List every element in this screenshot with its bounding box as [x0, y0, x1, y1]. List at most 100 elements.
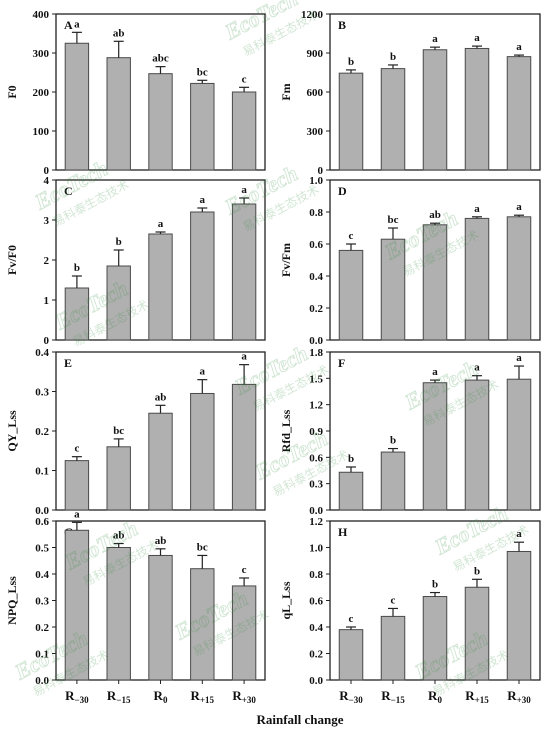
panel-letter: D: [338, 184, 347, 198]
y-tick-label: 0.4: [35, 347, 49, 359]
significance-letter: c: [391, 594, 396, 606]
bar: [64, 460, 90, 511]
x-axis-label: Rainfall change: [256, 712, 343, 727]
x-tick-label: R0: [428, 688, 442, 705]
y-tick-label: 300: [307, 126, 324, 138]
significance-letter: a: [74, 18, 80, 30]
bar: [338, 629, 364, 681]
y-tick-label: 0.3: [35, 387, 49, 399]
y-tick-label: 0.3: [309, 479, 323, 491]
y-tick-label: 400: [33, 9, 50, 21]
bar: [190, 392, 215, 511]
bar: [338, 471, 364, 511]
significance-letter: c: [74, 443, 79, 455]
significance-letter: a: [474, 203, 480, 215]
y-tick-label: 600: [307, 87, 324, 99]
x-tick-label: R+15: [191, 688, 215, 705]
y-tick-label: 0.4: [309, 622, 323, 634]
y-axis-label: Rfd_Lss: [279, 409, 293, 452]
significance-letter: a: [474, 32, 480, 44]
significance-letter: a: [516, 528, 522, 540]
y-tick-label: 0.3: [35, 596, 49, 608]
x-tick-label: R−15: [107, 688, 131, 705]
significance-letter: bc: [113, 425, 124, 437]
bar: [106, 57, 131, 171]
bar: [338, 249, 364, 341]
significance-letter: a: [516, 201, 522, 213]
bar: [148, 233, 173, 341]
bar: [506, 56, 532, 171]
bar: [380, 68, 406, 171]
y-tick-label: 0.5: [35, 543, 49, 555]
y-tick-label: 0.8: [309, 569, 323, 581]
significance-letter: a: [432, 33, 438, 45]
y-tick-label: 0.8: [309, 207, 323, 219]
panel-letter: E: [64, 356, 72, 370]
y-axis-label: qL_Lss: [279, 581, 293, 619]
significance-letter: a: [200, 194, 206, 206]
y-tick-label: 0.0: [309, 335, 323, 347]
significance-letter: c: [242, 73, 247, 85]
x-tick-label: R0: [154, 688, 168, 705]
panel-letter: F: [338, 356, 345, 370]
panel-c: C 0 1 2 3 4 Fv/F0 b b a a a: [5, 175, 266, 347]
y-axis-label: Fm: [279, 83, 293, 100]
significance-letter: a: [474, 362, 480, 374]
y-tick-label: 0: [44, 165, 50, 177]
y-tick-label: 0.2: [35, 622, 49, 634]
panel-d: D 0.0 0.2 0.4 0.6 0.8 1.0 Fv/Fm c bc ab a a: [279, 175, 541, 347]
y-tick-label: 900: [307, 48, 324, 60]
panel-b: B 0 300 600 900 1200 Fm b b a a a: [279, 9, 541, 177]
bar: [148, 73, 173, 171]
y-tick-label: 100: [33, 126, 50, 138]
y-axis-label: Fv/F0: [5, 245, 19, 275]
significance-letter: b: [432, 579, 438, 591]
bar: [148, 554, 173, 681]
y-tick-label: 1.5: [309, 373, 323, 385]
significance-letter: a: [432, 366, 438, 378]
y-tick-label: 0.6: [309, 452, 323, 464]
significance-letter: ab: [429, 209, 441, 221]
y-tick-label: 0.0: [309, 505, 323, 517]
y-tick-label: 300: [33, 48, 50, 60]
significance-letter: a: [241, 351, 247, 363]
bar: [380, 451, 406, 511]
panels: A0100200300400F0aababcbccB03006009001200…: [5, 9, 541, 687]
significance-letter: b: [348, 453, 354, 465]
y-tick-label: 0: [318, 165, 324, 177]
bar: [106, 446, 131, 511]
y-tick-label: 0.2: [309, 649, 323, 661]
panel-a: A 0 100 200 300 400 F0 a ab abc bc c: [5, 9, 266, 177]
significance-letter: ab: [113, 530, 125, 542]
y-axis-label: NPQ_Lss: [5, 576, 19, 625]
y-tick-label: 1.2: [309, 400, 323, 412]
y-tick-label: 0.6: [309, 596, 323, 608]
y-tick-label: 0.9: [309, 426, 323, 438]
x-tick-labels: R−30 R−15 R0 R+15 R+30 R−30 R−15 R0 R+15 R+30: [65, 688, 531, 705]
bar: [338, 72, 364, 171]
significance-letter: bc: [388, 214, 399, 226]
significance-letter: ab: [155, 391, 167, 403]
bar: [64, 42, 90, 171]
significance-letter: bc: [197, 541, 208, 553]
y-tick-label: 1.0: [309, 175, 323, 187]
significance-letter: b: [474, 565, 480, 577]
significance-letter: a: [516, 352, 522, 364]
y-tick-label: 0.2: [35, 426, 49, 438]
significance-letter: b: [116, 236, 122, 248]
y-tick-label: 1.2: [309, 516, 323, 528]
significance-letter: c: [349, 230, 354, 242]
bar: [190, 211, 215, 341]
significance-letter: b: [390, 435, 396, 447]
panel-letter: A: [64, 18, 73, 32]
y-tick-label: 1200: [301, 9, 324, 21]
significance-letter: ab: [155, 535, 167, 547]
significance-letter: c: [349, 613, 354, 625]
y-tick-label: 0.6: [35, 516, 49, 528]
x-tick-label: R+30: [232, 688, 256, 705]
significance-letter: b: [348, 56, 354, 68]
